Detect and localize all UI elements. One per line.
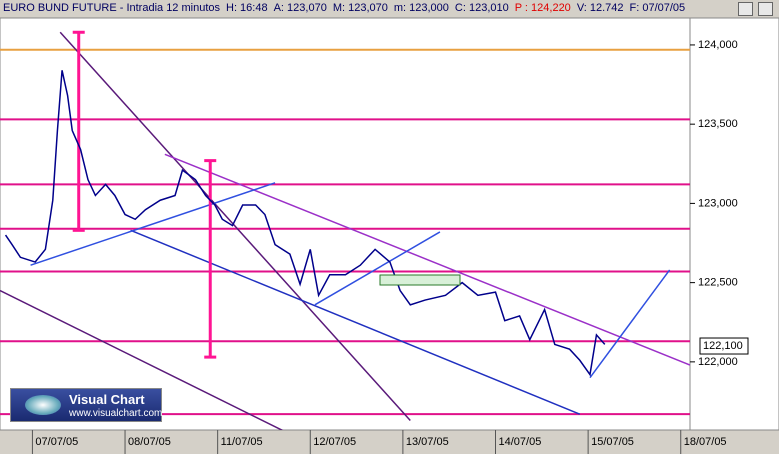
plot <box>0 30 690 430</box>
trendline <box>30 182 276 266</box>
y-tick-label: 123,000 <box>698 197 738 209</box>
x-tick-label: 13/07/05 <box>406 436 449 448</box>
highlight-box <box>379 274 461 286</box>
header-item: V: 12.742 <box>576 2 624 14</box>
y-tick-label: 122,000 <box>698 356 738 368</box>
x-tick-label: 18/07/05 <box>684 436 727 448</box>
logo-title: Visual Chart <box>69 392 145 407</box>
header-item: m: 123,000 <box>393 2 449 14</box>
header-item: EURO BUND FUTURE - Intradia 12 minutos <box>3 2 220 14</box>
minimize-button[interactable] <box>738 2 753 16</box>
header-item: P : 124,220 <box>514 2 571 14</box>
last-price-box <box>699 337 749 355</box>
header-item: F: 07/07/05 <box>629 2 686 14</box>
header-item: C: 123,010 <box>454 2 509 14</box>
x-tick-label: 15/07/05 <box>591 436 634 448</box>
price-line <box>4 70 606 377</box>
last-price-label: 122,100 <box>703 340 743 352</box>
y-axis-area <box>689 17 779 431</box>
x-tick-label: 08/07/05 <box>128 436 171 448</box>
y-tick-label: 122,500 <box>698 277 738 289</box>
x-tick-label: 14/07/05 <box>499 436 542 448</box>
header-item: H: 16:48 <box>226 2 268 14</box>
header-item: M: 123,070 <box>332 2 388 14</box>
logo-url: www.visualchart.com <box>69 408 163 419</box>
x-tick-label: 12/07/05 <box>313 436 356 448</box>
trendline <box>164 153 690 366</box>
trendline <box>0 289 284 430</box>
trendline <box>589 269 671 379</box>
header: EURO BUND FUTURE - Intradia 12 minutos H:… <box>0 0 779 17</box>
header-item: A: 123,070 <box>273 2 327 14</box>
logo-icon <box>25 395 61 415</box>
y-tick-label: 123,500 <box>698 118 738 130</box>
y-tick-label: 124,000 <box>698 39 738 51</box>
trendline <box>59 31 411 421</box>
close-button[interactable] <box>758 2 773 16</box>
plot-area <box>0 17 691 431</box>
trendline <box>314 231 441 306</box>
logo: Visual Chart www.visualchart.com <box>10 388 162 422</box>
trendline <box>130 229 581 415</box>
x-tick-label: 11/07/05 <box>221 436 263 448</box>
x-tick-label: 07/07/05 <box>35 436 78 448</box>
